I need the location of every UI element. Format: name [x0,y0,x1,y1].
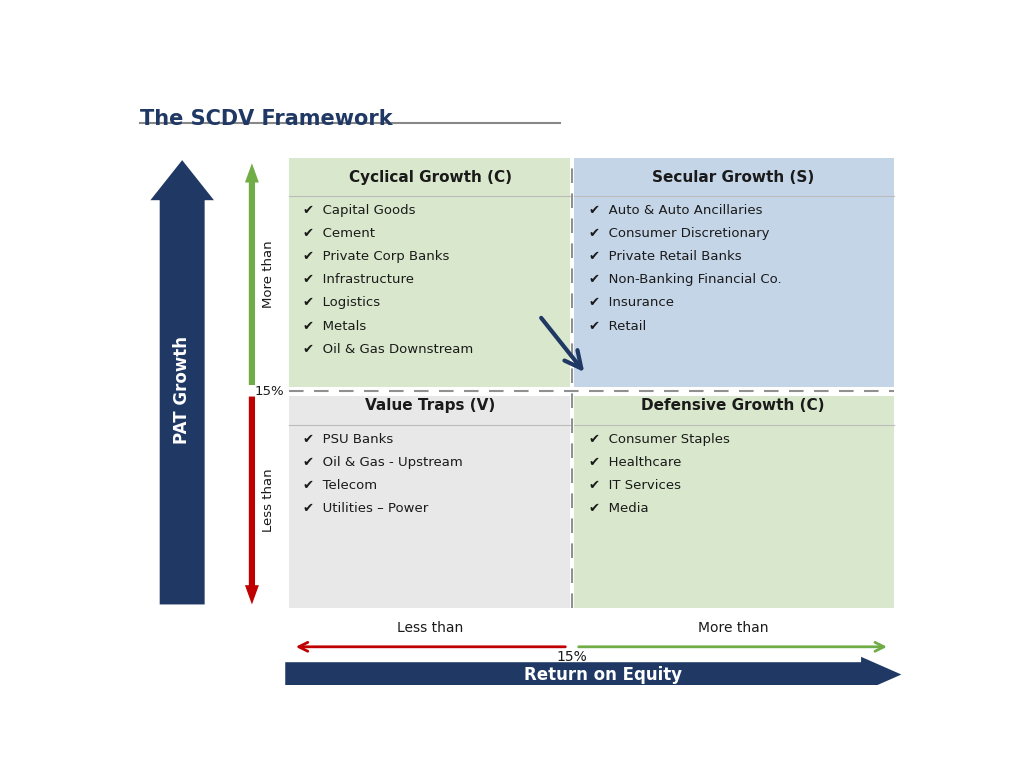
Text: ✔  Non-Banking Financial Co.: ✔ Non-Banking Financial Co. [589,273,782,286]
Polygon shape [245,163,259,385]
Text: ✔  Retail: ✔ Retail [589,320,646,333]
Text: ✔  Oil & Gas - Upstream: ✔ Oil & Gas - Upstream [303,456,463,469]
Text: More than: More than [263,240,275,308]
Text: ✔  Oil & Gas Downstream: ✔ Oil & Gas Downstream [303,343,473,356]
Text: ✔  Metals: ✔ Metals [303,320,366,333]
Text: ✔  Media: ✔ Media [589,502,649,515]
Text: ✔  Infrastructure: ✔ Infrastructure [303,273,415,286]
FancyBboxPatch shape [574,158,894,387]
Text: ✔  Healthcare: ✔ Healthcare [589,456,681,469]
Text: Secular Growth (S): Secular Growth (S) [652,169,814,185]
Text: ✔  Auto & Auto Ancillaries: ✔ Auto & Auto Ancillaries [589,204,762,217]
Polygon shape [285,657,902,692]
Text: 15%: 15% [557,650,587,664]
Text: ✔  Private Corp Banks: ✔ Private Corp Banks [303,250,450,263]
Text: ✔  Cement: ✔ Cement [303,227,375,240]
FancyBboxPatch shape [574,396,894,608]
Text: ✔  Consumer Discretionary: ✔ Consumer Discretionary [589,227,769,240]
Text: ✔  Utilities – Power: ✔ Utilities – Power [303,502,429,515]
Text: Less than: Less than [397,621,464,635]
Text: ✔  PSU Banks: ✔ PSU Banks [303,433,393,446]
Text: ✔  Consumer Staples: ✔ Consumer Staples [589,433,730,446]
Text: More than: More than [698,621,768,635]
Text: ✔  Logistics: ✔ Logistics [303,296,380,310]
Text: PAT Growth: PAT Growth [173,336,191,444]
Polygon shape [151,160,214,604]
FancyBboxPatch shape [289,396,569,608]
Text: Defensive Growth (C): Defensive Growth (C) [641,398,825,413]
Text: Return on Equity: Return on Equity [524,665,682,684]
Polygon shape [245,397,259,604]
Text: ✔  Insurance: ✔ Insurance [589,296,674,310]
Text: The SCDV Framework: The SCDV Framework [141,109,393,129]
Text: 15%: 15% [254,385,284,397]
Text: ✔  Private Retail Banks: ✔ Private Retail Banks [589,250,742,263]
Text: Less than: Less than [263,469,275,532]
Text: ✔  IT Services: ✔ IT Services [589,479,681,492]
Text: ✔  Capital Goods: ✔ Capital Goods [303,204,416,217]
Text: Cyclical Growth (C): Cyclical Growth (C) [349,169,512,185]
Text: Value Traps (V): Value Traps (V) [365,398,495,413]
Text: ✔  Telecom: ✔ Telecom [303,479,377,492]
FancyBboxPatch shape [289,158,569,387]
